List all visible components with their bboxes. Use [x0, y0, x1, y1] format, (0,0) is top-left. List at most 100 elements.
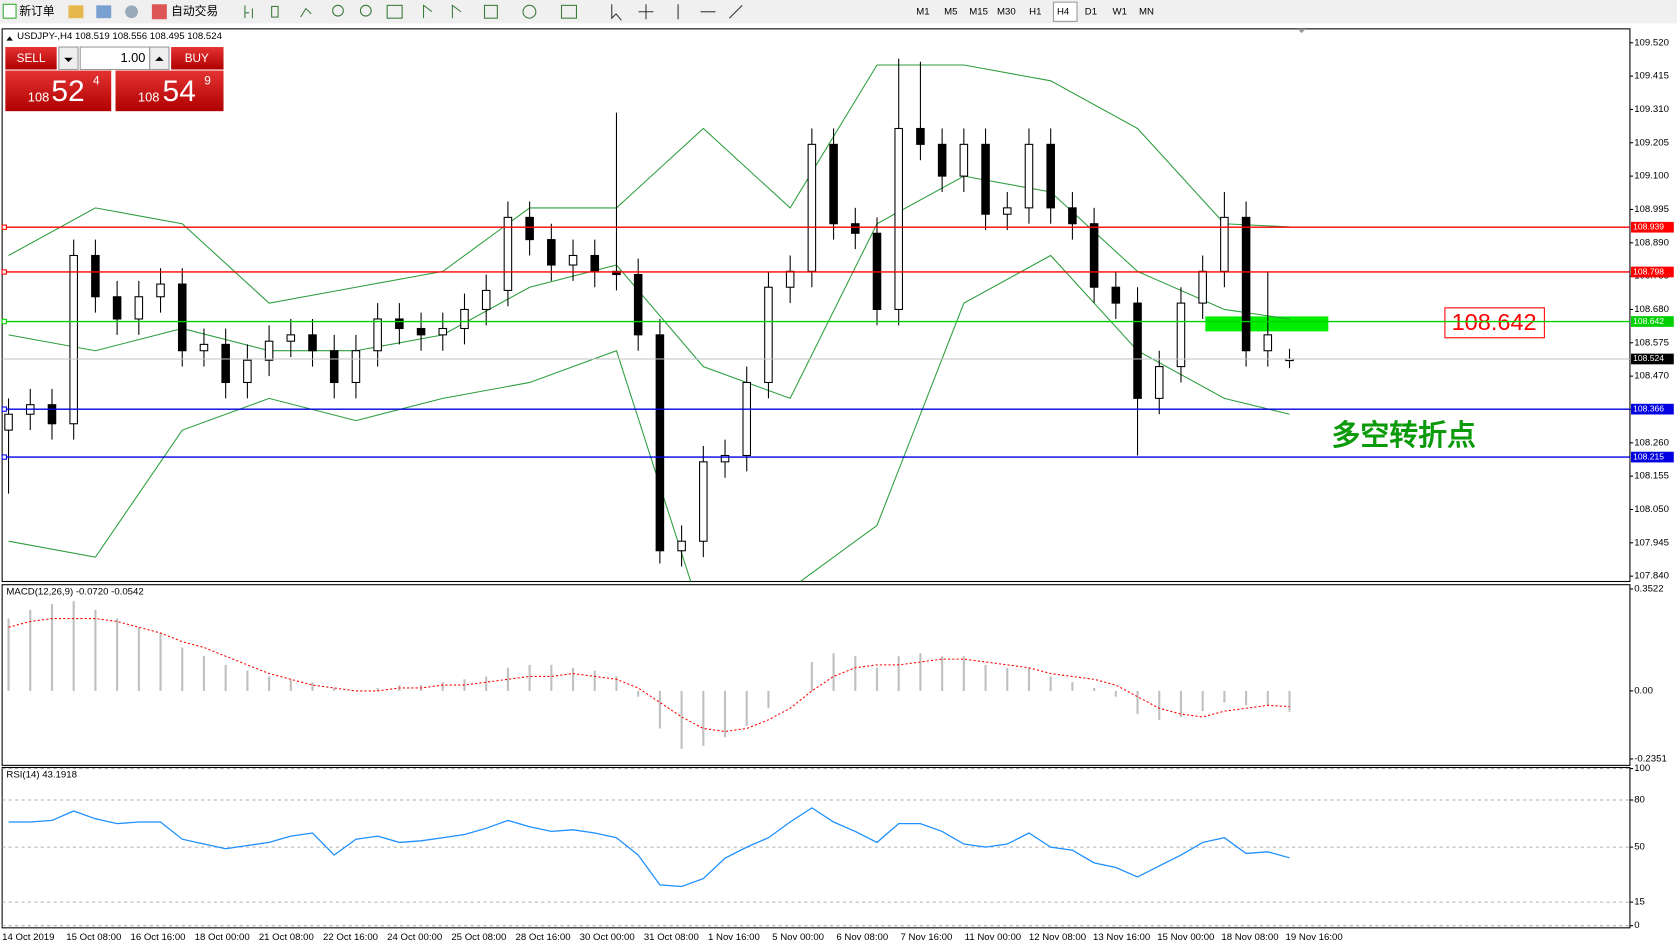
icon[interactable]	[244, 5, 253, 19]
icon[interactable]	[125, 5, 138, 19]
buy-price-frac: 9	[204, 74, 211, 87]
current-price-label: 108.524	[1633, 353, 1664, 363]
sell-label[interactable]: SELL	[17, 52, 46, 65]
icon[interactable]	[560, 4, 578, 19]
x-tick-label: 12 Nov 08:00	[1029, 932, 1086, 943]
current-price-box	[1631, 353, 1674, 365]
candle-body	[829, 143, 838, 225]
candle-body	[959, 143, 969, 177]
x-tick-label: 1 Nov 16:00	[708, 932, 760, 943]
trendline-tool[interactable]	[729, 4, 743, 19]
y-tick-label: 107.945	[1634, 537, 1669, 548]
toolbar-bg	[0, 0, 1677, 24]
arrow	[64, 57, 73, 62]
icon[interactable]	[332, 4, 344, 17]
sell-price-box[interactable]	[5, 70, 112, 112]
pane-title: RSI(14) 43.1918	[6, 770, 77, 781]
candle-body	[112, 296, 122, 320]
icon[interactable]	[422, 4, 433, 19]
candle-body	[351, 350, 361, 384]
crosshair-tool[interactable]	[638, 4, 654, 20]
y-tick-label: 50	[1634, 842, 1645, 853]
candle-body	[329, 350, 339, 384]
pane-title: MACD(12,26,9) -0.0720 -0.0542	[6, 587, 143, 598]
y-tick-label: 0	[1634, 920, 1639, 931]
y-tick-label: 108.260	[1634, 437, 1669, 448]
icon[interactable]	[68, 5, 84, 19]
annotation-box	[1444, 307, 1545, 339]
candle-body	[981, 143, 990, 215]
candle-body	[1002, 207, 1012, 215]
icon[interactable]	[300, 7, 312, 18]
candle-body	[1263, 334, 1273, 352]
x-tick-label: 24 Oct 00:00	[387, 932, 442, 943]
level-price-box	[1631, 221, 1674, 233]
icon[interactable]	[359, 4, 372, 17]
timeframe-button[interactable]: M1	[916, 6, 929, 17]
timeframe-button[interactable]: M5	[944, 6, 957, 17]
candle-body	[568, 254, 578, 266]
timeframe-button[interactable]: W1	[1113, 6, 1127, 17]
buy-price-big: 108	[138, 90, 159, 105]
lots-value[interactable]: 1.00	[120, 50, 145, 65]
timeframe-button[interactable]: H1	[1029, 6, 1041, 17]
candle-body	[590, 254, 600, 272]
candle-body	[1068, 207, 1077, 225]
candle-body	[308, 334, 317, 352]
icon[interactable]	[386, 4, 403, 19]
timeframe-button[interactable]: M15	[969, 6, 988, 17]
x-tick-label: 14 Oct 2019	[2, 932, 54, 943]
timeframe-button[interactable]: MN	[1139, 6, 1154, 17]
x-tick-label: 28 Oct 16:00	[516, 932, 571, 943]
y-tick-label: 109.310	[1634, 104, 1669, 115]
timeframe-button[interactable]: M30	[997, 6, 1016, 17]
icon[interactable]	[522, 4, 537, 19]
candle-body	[134, 296, 144, 320]
new-order-icon[interactable]	[2, 3, 17, 19]
sell-button[interactable]	[5, 47, 57, 70]
y-tick-label: 0.3522	[1634, 584, 1663, 595]
candle-body	[525, 216, 534, 241]
candle-body	[47, 404, 57, 425]
timeframe-button[interactable]: D1	[1085, 6, 1097, 17]
new-order-button[interactable]: 新订单	[19, 4, 55, 18]
icon[interactable]	[483, 4, 498, 19]
level-marker	[1, 454, 7, 460]
candle-body	[677, 540, 686, 552]
candle-body	[243, 359, 252, 384]
y-tick-label: 108.470	[1634, 371, 1669, 382]
level-price-label: 108.366	[1633, 403, 1664, 413]
candle-body	[655, 334, 665, 552]
level-price-box	[1631, 266, 1674, 278]
sell-price-big: 108	[28, 90, 49, 105]
candle-body	[1133, 302, 1142, 399]
icon[interactable]	[271, 5, 279, 18]
bollinger-upper	[8, 64, 1290, 304]
level-price-label: 108.642	[1633, 316, 1664, 326]
cursor-tool[interactable]	[611, 4, 622, 21]
candle-body	[1046, 143, 1055, 209]
icon[interactable]	[96, 5, 112, 19]
candle-body	[264, 340, 274, 361]
auto-trade-button[interactable]: 自动交易	[171, 4, 218, 18]
candle-body	[199, 343, 209, 352]
y-tick-label: 0.00	[1634, 685, 1653, 696]
buy-price-box[interactable]	[115, 70, 224, 112]
x-tick-label: 31 Oct 08:00	[644, 932, 699, 943]
x-tick-label: 30 Oct 00:00	[580, 932, 635, 943]
timeframe-button[interactable]: H4	[1057, 6, 1070, 17]
y-tick-label: 108.575	[1634, 337, 1669, 348]
icon[interactable]	[451, 4, 462, 19]
candle-body	[1176, 302, 1186, 368]
candle-body	[937, 143, 947, 177]
candle-body	[1089, 223, 1099, 288]
buy-label[interactable]: BUY	[185, 52, 209, 65]
candle-body	[373, 318, 382, 352]
sell-price-pips: 52	[51, 75, 84, 108]
y-tick-label: 108.050	[1634, 504, 1669, 515]
x-tick-label: 6 Nov 08:00	[836, 932, 888, 943]
buy-button[interactable]	[171, 47, 224, 70]
level-price-box	[1631, 451, 1674, 463]
auto-trade-icon[interactable]	[151, 4, 167, 20]
